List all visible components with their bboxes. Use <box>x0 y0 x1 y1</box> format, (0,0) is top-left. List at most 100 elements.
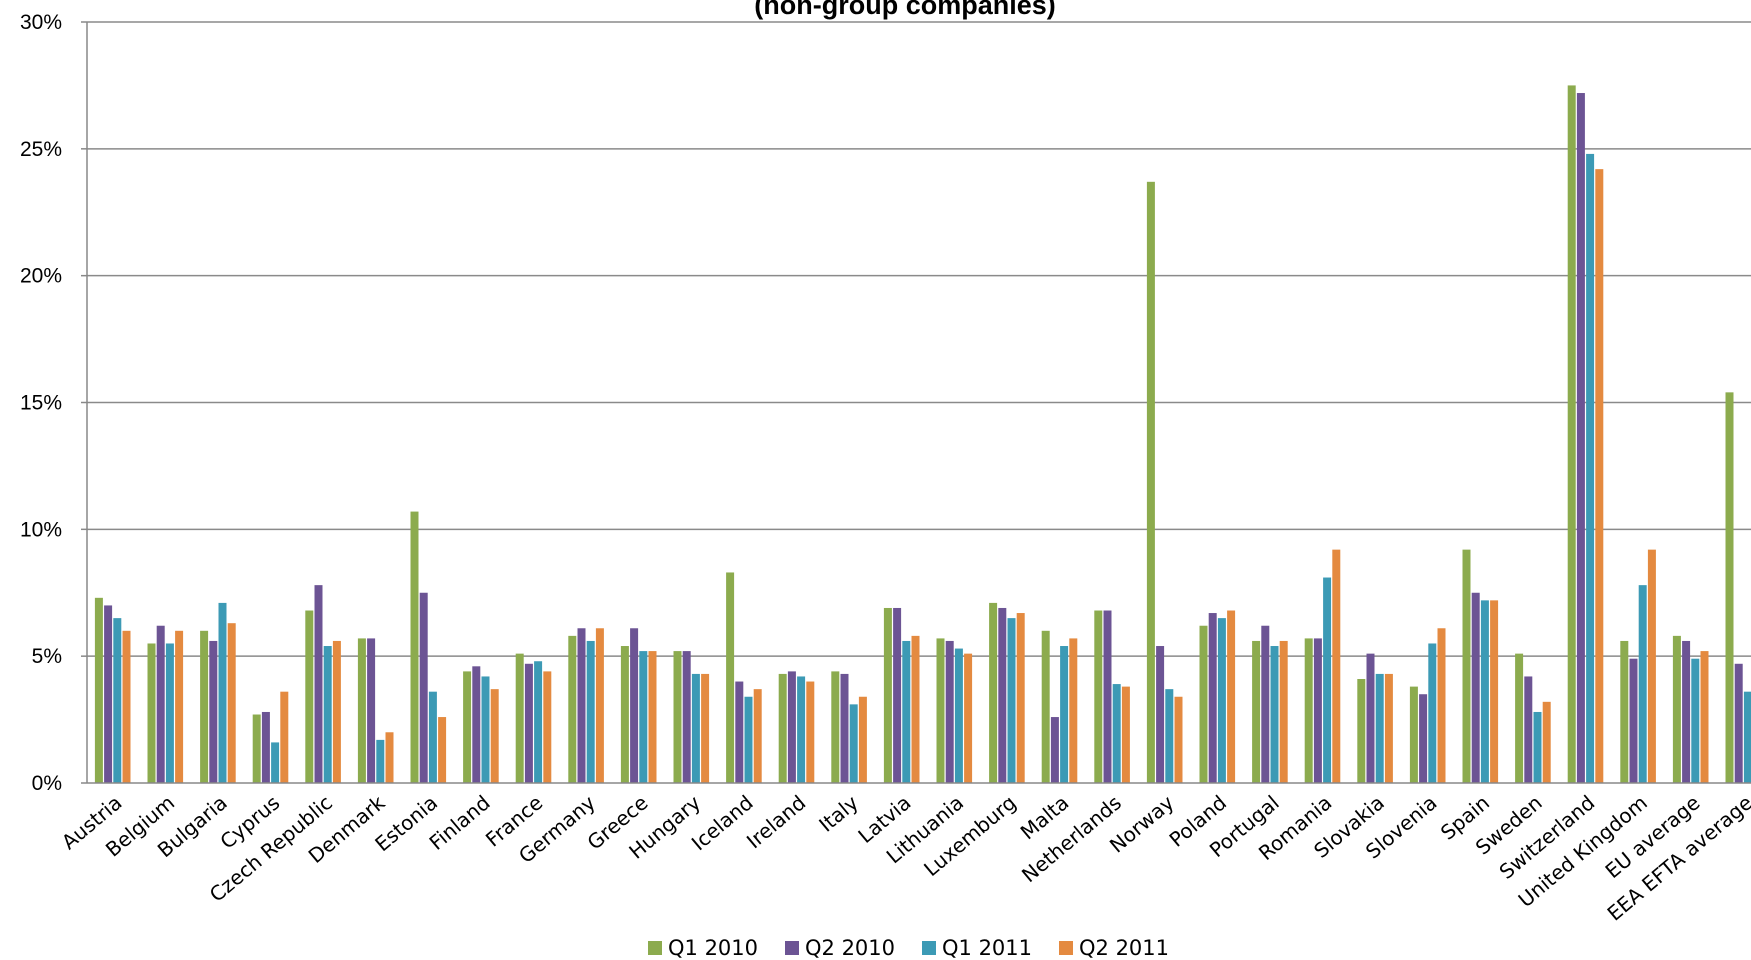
bar <box>104 605 113 783</box>
bar <box>534 661 543 783</box>
bar <box>648 651 657 783</box>
bar <box>428 691 437 783</box>
bar <box>577 628 586 783</box>
bar <box>1734 663 1743 783</box>
bar <box>94 597 103 783</box>
bar <box>1007 618 1016 783</box>
bar <box>1323 577 1332 783</box>
bar <box>1647 549 1656 783</box>
legend-label: Q1 2011 <box>942 936 1032 960</box>
bar <box>858 696 867 783</box>
bar <box>568 635 577 783</box>
bar <box>1691 658 1700 783</box>
bar <box>1629 658 1638 783</box>
bar <box>1016 613 1025 783</box>
bar <box>911 635 920 783</box>
bar <box>227 623 236 783</box>
bar <box>1060 646 1069 783</box>
bar <box>1050 717 1059 783</box>
bar <box>524 663 533 783</box>
bar <box>1595 169 1604 783</box>
y-tick-label: 30% <box>20 11 62 34</box>
bar <box>744 696 753 783</box>
bar <box>778 673 787 783</box>
bar <box>902 640 911 783</box>
bar <box>1174 696 1183 783</box>
bar <box>1217 618 1226 783</box>
bar <box>1357 679 1366 783</box>
bar <box>620 646 629 783</box>
bar <box>113 618 122 783</box>
bar <box>1332 549 1341 783</box>
chart-title: (non-group companies) <box>754 0 1055 20</box>
bar <box>954 648 963 783</box>
bar <box>165 643 174 783</box>
legend-label: Q1 2010 <box>668 936 758 960</box>
bar <box>1480 600 1489 783</box>
bar <box>1112 684 1121 783</box>
bar <box>1700 651 1709 783</box>
bar <box>893 607 902 783</box>
legend-swatch <box>648 941 662 955</box>
bar <box>1261 625 1270 783</box>
bar <box>490 689 499 783</box>
bar <box>1165 689 1174 783</box>
bar <box>630 628 639 783</box>
legend-swatch <box>922 941 936 955</box>
bar <box>1743 691 1751 783</box>
bar <box>1041 630 1050 783</box>
legend-swatch <box>785 941 799 955</box>
bar <box>682 651 691 783</box>
bar <box>410 511 419 783</box>
bar <box>271 742 280 783</box>
bar <box>367 638 376 783</box>
bar <box>840 673 849 783</box>
bar <box>323 646 332 783</box>
bar <box>806 681 815 783</box>
bar <box>673 651 682 783</box>
bar <box>1515 653 1524 783</box>
bar <box>419 592 428 783</box>
bar <box>936 638 945 783</box>
bar <box>1462 549 1471 783</box>
y-tick-label: 25% <box>20 138 62 161</box>
bar <box>831 671 840 783</box>
bar <box>849 704 858 783</box>
bars <box>94 85 1751 784</box>
bar <box>463 671 472 783</box>
bar <box>438 717 447 783</box>
bar <box>1725 392 1734 783</box>
bar <box>1069 638 1078 783</box>
bar <box>543 671 552 783</box>
bar <box>701 673 710 783</box>
bar <box>1490 600 1499 783</box>
bar <box>305 610 314 783</box>
bar <box>147 643 156 783</box>
bar <box>481 676 490 783</box>
bar <box>1121 686 1130 783</box>
legend-swatch <box>1059 941 1073 955</box>
bar <box>376 739 385 783</box>
bar <box>1208 613 1217 783</box>
bar <box>586 640 595 783</box>
bar <box>1304 638 1313 783</box>
bar <box>122 630 131 783</box>
bar <box>200 630 209 783</box>
bar <box>639 651 648 783</box>
y-axis-ticks: 0% 5% 10% 15% 20% 25% 30% <box>20 11 87 795</box>
y-tick-label: 20% <box>20 265 62 288</box>
bar <box>1682 640 1691 783</box>
bar <box>357 638 366 783</box>
legend-label: Q2 2011 <box>1079 936 1169 960</box>
x-tick-label: Finland <box>425 790 495 854</box>
y-tick-label: 5% <box>32 645 62 668</box>
bar <box>261 711 270 783</box>
bar <box>883 607 892 783</box>
bar <box>1375 673 1384 783</box>
bar <box>1567 85 1576 784</box>
bar <box>209 640 218 783</box>
bar <box>1156 646 1165 783</box>
bar <box>156 625 165 783</box>
bar <box>1094 610 1103 783</box>
y-tick-label: 10% <box>20 518 62 541</box>
